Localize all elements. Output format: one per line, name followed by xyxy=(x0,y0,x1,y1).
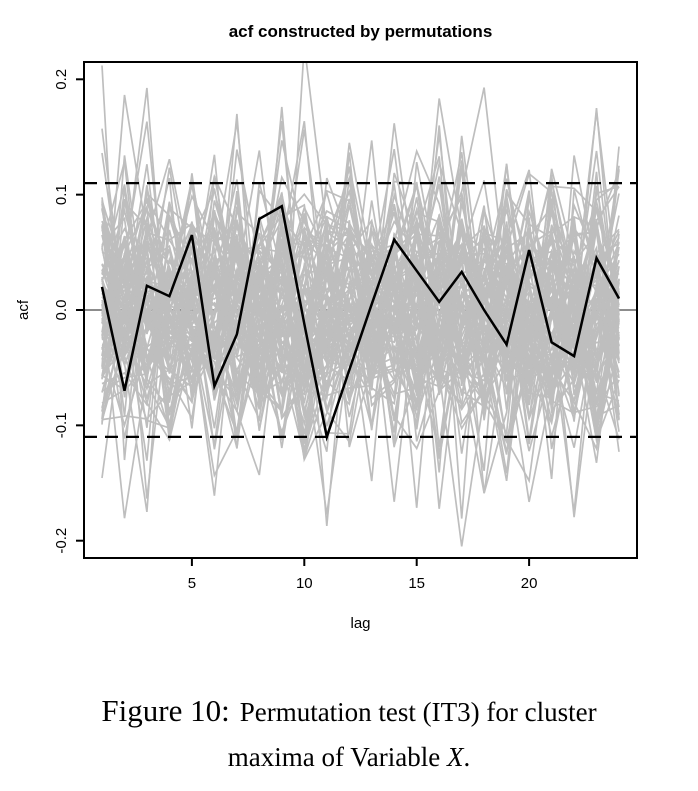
permutation-acf-line xyxy=(101,199,620,448)
y-axis-title: acf xyxy=(15,299,32,320)
caption-text-2: maxima of Variable xyxy=(227,742,447,772)
permutation-acf-line xyxy=(101,122,620,484)
y-tick-label: -0.2 xyxy=(53,528,70,554)
x-tick-label: 20 xyxy=(521,575,538,592)
caption-label: Figure 10: xyxy=(101,693,230,728)
y-tick-label: 0.0 xyxy=(53,300,70,321)
x-axis-title: lag xyxy=(350,615,370,632)
x-tick-label: 10 xyxy=(296,575,313,592)
observed-acf-line xyxy=(100,204,621,442)
x-tick-label: 5 xyxy=(188,575,196,592)
caption-period: . xyxy=(463,742,471,772)
caption-line-1: Figure 10: Permutation test (IT3) for clu… xyxy=(0,688,698,735)
permutation-acf-line xyxy=(101,154,620,427)
permutation-acf-line xyxy=(101,160,620,437)
permutation-acf-line xyxy=(101,225,620,435)
permutation-acf-line xyxy=(101,161,620,421)
caption-line-2: maxima of Variable X. xyxy=(0,735,698,780)
figure-caption: Figure 10: Permutation test (IT3) for clu… xyxy=(0,688,698,780)
permutation-acf-line xyxy=(101,134,620,440)
permutation-acf-line xyxy=(101,190,620,513)
caption-variable: X xyxy=(446,742,464,772)
chart-title: acf constructed by permutations xyxy=(228,22,493,41)
permutation-acf-line xyxy=(101,206,620,421)
permutation-acf-line xyxy=(101,142,620,410)
permutation-acf-line xyxy=(101,149,620,417)
y-tick-label: -0.1 xyxy=(53,412,70,438)
caption-text: Permutation test (IT3) for cluster xyxy=(239,697,597,727)
y-tick-label: 0.2 xyxy=(53,69,70,90)
x-tick-label: 15 xyxy=(408,575,425,592)
y-tick-label: 0.1 xyxy=(53,184,70,205)
acf-permutation-chart: 5 10 15 20 -0.2 -0.1 0.0 0.1 0.2 lag acf xyxy=(15,61,638,632)
permutation-cloud xyxy=(101,62,620,547)
